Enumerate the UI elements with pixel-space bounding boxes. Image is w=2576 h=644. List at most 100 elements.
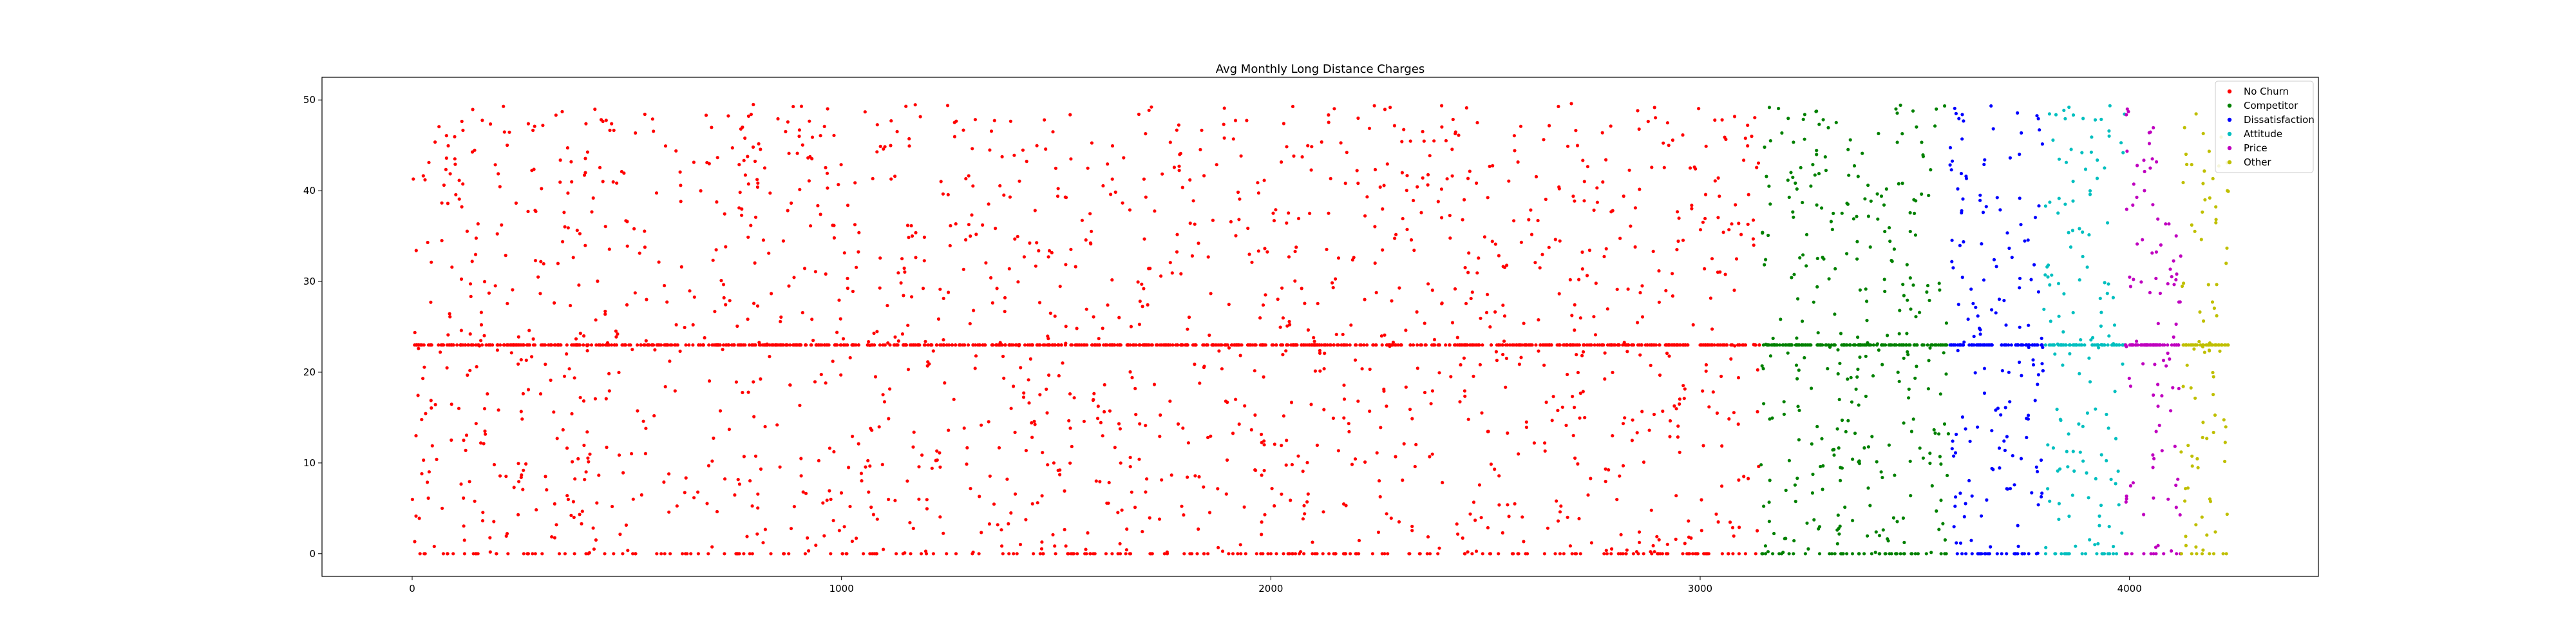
data-point <box>1501 352 1505 357</box>
data-point <box>445 343 449 347</box>
data-point <box>536 275 540 279</box>
data-point <box>1003 343 1007 347</box>
data-point <box>479 310 484 314</box>
data-point <box>1912 198 1916 202</box>
data-point <box>792 505 796 509</box>
data-point <box>2132 182 2136 186</box>
data-point <box>1916 552 1920 556</box>
data-point <box>2005 231 2009 235</box>
data-point <box>710 343 714 347</box>
data-point <box>1058 285 1062 289</box>
data-point <box>1866 184 1870 187</box>
data-point <box>2067 343 2071 347</box>
data-point <box>1582 343 1586 347</box>
data-point <box>833 343 837 347</box>
data-point <box>1082 343 1086 347</box>
data-point <box>1293 279 1297 283</box>
data-point <box>2103 343 2107 347</box>
data-point <box>1956 348 1960 353</box>
data-point <box>1206 552 1210 556</box>
data-point <box>1430 389 1434 393</box>
data-point <box>1896 370 1900 374</box>
data-point <box>2172 283 2176 287</box>
data-point <box>1315 443 1319 448</box>
data-point <box>1041 451 1045 455</box>
data-point <box>1534 175 1539 178</box>
data-point <box>1625 548 1629 552</box>
data-point <box>1638 290 1642 295</box>
data-point <box>1224 492 1228 496</box>
data-point <box>1134 413 1138 417</box>
data-point <box>1938 343 1942 347</box>
data-point <box>514 201 518 205</box>
data-point <box>1188 178 1192 182</box>
data-point <box>1836 513 1840 517</box>
data-point <box>829 552 833 556</box>
data-point <box>492 462 497 467</box>
data-point <box>569 160 573 164</box>
data-point <box>910 295 914 299</box>
data-point <box>2148 130 2152 134</box>
data-point <box>1605 552 1609 556</box>
data-point <box>578 395 582 399</box>
data-point <box>1574 129 1578 133</box>
data-point <box>1595 186 1599 190</box>
data-point <box>2195 343 2199 347</box>
data-point <box>2220 343 2224 347</box>
data-point <box>826 107 829 111</box>
data-point <box>2069 245 2073 249</box>
data-point <box>2208 497 2211 501</box>
data-point <box>1201 343 1205 347</box>
data-point <box>900 332 904 336</box>
data-point <box>473 148 477 152</box>
data-point <box>1524 552 1528 556</box>
data-point <box>2078 372 2081 375</box>
data-point <box>575 343 580 347</box>
data-point <box>1696 552 1700 556</box>
data-point <box>1556 408 1560 413</box>
data-point <box>1247 252 1251 256</box>
data-point <box>1255 552 1258 556</box>
data-point <box>2064 160 2069 164</box>
data-point <box>476 222 480 226</box>
data-point <box>1786 351 1790 355</box>
data-point <box>942 343 945 347</box>
data-point <box>1439 187 1443 191</box>
data-point <box>1054 552 1057 556</box>
data-point <box>909 552 913 556</box>
data-point <box>1282 414 1285 418</box>
data-point <box>938 465 942 469</box>
data-point <box>652 129 656 133</box>
data-point <box>1810 386 1814 390</box>
data-point <box>902 294 905 298</box>
data-point <box>996 523 999 527</box>
data-point <box>489 122 493 126</box>
data-point <box>2178 513 2182 517</box>
data-point <box>2213 343 2217 347</box>
data-point <box>1692 165 1696 169</box>
data-point <box>1440 216 1444 220</box>
data-point <box>1128 552 1132 556</box>
data-point <box>1417 552 1421 556</box>
data-point <box>1408 343 1412 347</box>
data-point <box>1038 552 1042 556</box>
data-point <box>465 229 469 233</box>
data-point <box>457 197 461 201</box>
data-point <box>1217 545 1220 549</box>
data-point <box>926 343 930 347</box>
data-point <box>878 144 882 148</box>
data-point <box>1580 354 1584 357</box>
data-point <box>2003 406 2007 410</box>
data-point <box>1654 343 1658 347</box>
data-point <box>824 166 828 169</box>
data-point <box>1285 221 1289 225</box>
data-point <box>598 166 602 169</box>
data-point <box>1969 287 1973 291</box>
data-point <box>815 343 819 347</box>
data-point <box>2014 343 2018 347</box>
data-point <box>1035 144 1039 147</box>
data-point <box>1997 298 2002 301</box>
data-point <box>1432 139 1436 143</box>
data-point <box>2126 109 2130 113</box>
data-point <box>474 236 478 240</box>
